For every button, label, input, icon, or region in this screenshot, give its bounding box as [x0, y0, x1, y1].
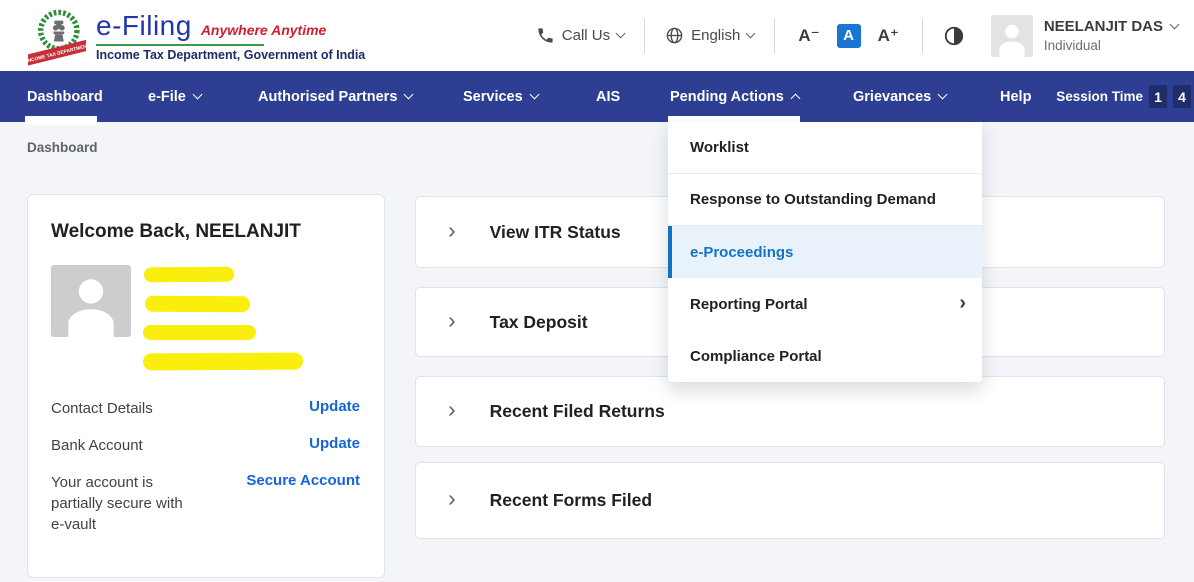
dropdown-item-compliance-portal[interactable]: Compliance Portal: [690, 347, 822, 365]
panel-recent-filed-returns[interactable]: › Recent Filed Returns: [415, 376, 1165, 447]
divider: [921, 18, 923, 53]
chevron-right-icon: ›: [448, 485, 456, 511]
contact-details-update-link[interactable]: Update: [309, 398, 360, 415]
chevron-down-icon: [192, 89, 203, 100]
panel-title: Recent Forms Filed: [489, 490, 653, 510]
nav-active-indicator-pending-actions: [668, 116, 800, 125]
nav-active-indicator-dashboard: [25, 116, 97, 125]
font-increase-button[interactable]: A⁺: [875, 24, 902, 48]
secure-account-link[interactable]: Secure Account: [246, 472, 360, 489]
income-tax-emblem-icon: INCOME TAX DEPARTMENT: [28, 9, 86, 65]
contrast-icon: [944, 26, 963, 45]
dropdown-item-reporting-portal[interactable]: Reporting Portal ›: [690, 291, 966, 314]
pending-actions-dropdown: Worklist Response to Outstanding Demand …: [668, 122, 982, 382]
chevron-down-icon: [529, 89, 540, 100]
chevron-down-icon: [937, 89, 948, 100]
brand-block: e-Filing Anywhere Anytime Income Tax Dep…: [96, 10, 365, 62]
breadcrumb: Dashboard: [27, 140, 98, 155]
redaction-marker: [143, 266, 235, 283]
panel-title: Tax Deposit: [489, 311, 588, 332]
chevron-down-icon: [403, 89, 414, 100]
main-content: Dashboard Welcome Back, NEELANJIT Contac…: [0, 122, 1194, 582]
user-avatar: [990, 14, 1033, 57]
session-timer: Session Time 1 4: [1056, 71, 1191, 122]
chevron-down-icon: [745, 28, 756, 39]
person-icon: [999, 24, 1025, 57]
panel-title: View ITR Status: [489, 221, 621, 242]
nav-services[interactable]: Services: [463, 71, 540, 122]
nav-help[interactable]: Help: [1000, 88, 1032, 105]
chevron-right-icon: ›: [448, 306, 456, 333]
brand-divider: [96, 43, 264, 46]
nav-authorised-partners[interactable]: Authorised Partners: [258, 71, 414, 122]
redaction-marker: [144, 295, 251, 313]
chevron-right-icon: ›: [448, 396, 456, 422]
dropdown-item-response-to-outstanding-demand[interactable]: Response to Outstanding Demand: [668, 174, 982, 226]
brand-tagline: Anywhere Anytime: [200, 21, 327, 38]
site-logo[interactable]: INCOME TAX DEPARTMENT e-Filing Anywhere …: [28, 6, 365, 66]
session-time-label: Session Time: [1056, 89, 1143, 104]
person-icon: [68, 279, 114, 337]
call-us-menu[interactable]: Call Us: [536, 26, 626, 45]
font-normal-button[interactable]: A: [836, 23, 861, 48]
main-nav: Dashboard e-File Authorised Partners Ser…: [0, 71, 1194, 125]
divider: [774, 18, 776, 53]
phone-icon: [538, 28, 553, 43]
dropdown-item-worklist[interactable]: Worklist: [668, 122, 982, 174]
session-digit: 4: [1173, 85, 1191, 108]
contrast-toggle-button[interactable]: [943, 25, 965, 47]
nav-e-file[interactable]: e-File: [148, 71, 203, 122]
language-label: English: [691, 27, 741, 44]
user-name: NEELANJIT DAS: [1043, 18, 1163, 35]
font-size-controls: A⁻ A A⁺: [795, 23, 902, 48]
chevron-right-icon: ›: [448, 216, 456, 243]
brand-subtitle: Income Tax Department, Government of Ind…: [96, 47, 366, 62]
font-decrease-button[interactable]: A⁻: [795, 24, 822, 48]
divider: [644, 18, 646, 53]
session-digit: 1: [1149, 85, 1167, 108]
chevron-up-icon: [790, 93, 801, 104]
profile-avatar: [51, 265, 131, 337]
header-controls: Call Us English A⁻ A A⁺: [536, 0, 1194, 71]
globe-icon: [666, 27, 683, 44]
nav-pending-actions[interactable]: Pending Actions: [670, 71, 801, 122]
language-menu[interactable]: English: [665, 26, 756, 45]
panel-title: Recent Filed Returns: [489, 401, 665, 421]
contact-details-label: Contact Details: [51, 400, 153, 417]
bank-account-update-link[interactable]: Update: [309, 435, 360, 452]
welcome-title: Welcome Back, NEELANJIT: [51, 221, 301, 242]
user-role: Individual: [1043, 38, 1101, 53]
nav-grievances[interactable]: Grievances: [853, 71, 948, 122]
dropdown-item-e-proceedings[interactable]: e-Proceedings: [668, 226, 982, 278]
chevron-down-icon: [1169, 19, 1180, 30]
user-menu[interactable]: NEELANJIT DAS Individual: [990, 14, 1180, 57]
submenu-arrow-icon: ›: [959, 291, 966, 314]
panel-recent-forms-filed[interactable]: › Recent Forms Filed: [415, 462, 1165, 539]
nav-dashboard[interactable]: Dashboard: [27, 88, 103, 105]
brand-name: e-Filing: [96, 9, 192, 41]
user-meta: NEELANJIT DAS Individual: [1043, 18, 1180, 53]
bank-account-label: Bank Account: [51, 437, 143, 454]
nav-ais[interactable]: AIS: [596, 88, 621, 105]
top-header: INCOME TAX DEPARTMENT e-Filing Anywhere …: [0, 0, 1194, 71]
chevron-down-icon: [615, 28, 626, 39]
redaction-marker: [142, 352, 304, 371]
redaction-marker: [143, 325, 256, 340]
call-us-label: Call Us: [561, 27, 611, 44]
evault-status-label: Your account is partially secure with e-…: [51, 474, 183, 533]
welcome-card: Welcome Back, NEELANJIT Contact Details …: [27, 194, 385, 578]
